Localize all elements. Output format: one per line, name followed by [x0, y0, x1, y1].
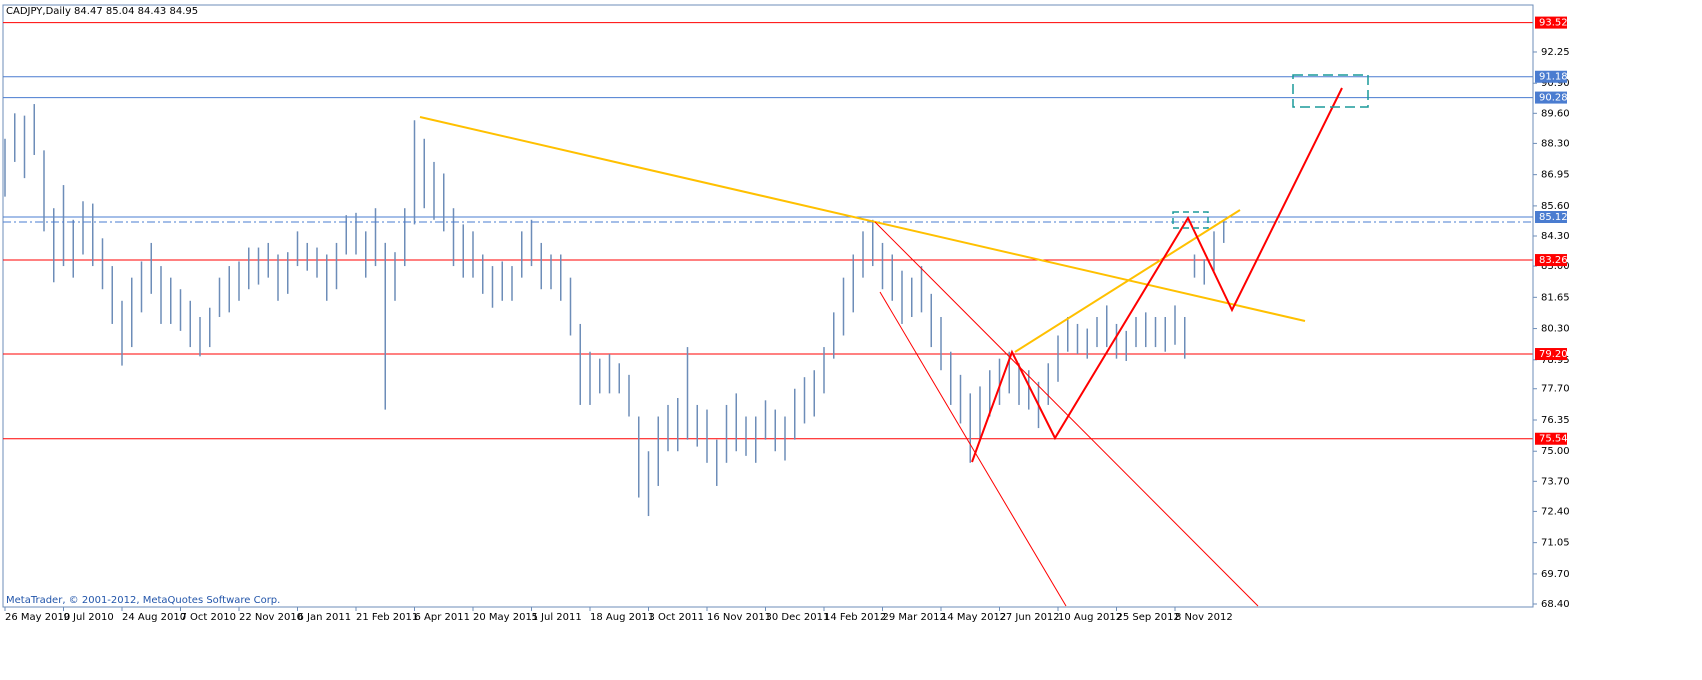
x-tick-label: 8 Nov 2012: [1175, 612, 1233, 623]
axis: 92.25 90.90 89.60 88.30 86.95 85.60 84.30 83.00…: [4, 5, 1570, 623]
x-tick-label: 10 Aug 2012: [1058, 612, 1122, 623]
trend-line: [1014, 209, 1241, 353]
level-tag: [1535, 70, 1567, 83]
x-tick-label: 27 Jun 2012: [1000, 612, 1060, 623]
y-tick-label: 78.95: [1541, 355, 1570, 366]
x-tick-label: 3 Oct 2011: [649, 612, 704, 623]
level-label: 79.20: [1539, 349, 1568, 360]
x-tick-label: 9 Jul 2010: [64, 612, 114, 623]
y-tick-label: 71.05: [1541, 538, 1570, 549]
level-label: 75.54: [1539, 434, 1568, 445]
x-tick-label: 7 Oct 2010: [181, 612, 236, 623]
level-label: 90.28: [1539, 93, 1568, 104]
level-tag: [1535, 254, 1567, 267]
y-tick-label: 83.00: [1541, 261, 1570, 272]
level-tag: [1535, 91, 1567, 104]
x-tick-label: 26 May 2010: [5, 612, 70, 623]
x-tick-label: 5 Jul 2011: [532, 612, 582, 623]
level-label: 91.18: [1539, 72, 1568, 83]
x-tick-label: 6 Jan 2011: [298, 612, 352, 623]
trend-line: [419, 116, 1306, 322]
x-tick-label: 22 Nov 2010: [239, 612, 303, 623]
y-tick-label: 68.40: [1541, 599, 1570, 610]
y-tick-label: 75.00: [1541, 446, 1570, 457]
y-tick-label: 89.60: [1541, 108, 1570, 119]
level-tag: [1535, 432, 1567, 445]
level-tag: [1535, 16, 1567, 29]
x-tick-label: 14 Feb 2012: [824, 612, 886, 623]
level-tag: [1535, 348, 1567, 361]
x-tick-label: 20 May 2011: [473, 612, 538, 623]
y-tick-label: 88.30: [1541, 138, 1570, 149]
y-tick-label: 92.25: [1541, 47, 1570, 58]
channel-line: [874, 221, 1259, 607]
footer: MetaTrader, © 2001-2012, MetaQuotes Soft…: [6, 595, 280, 606]
x-tick-label: 16 Nov 2011: [707, 612, 771, 623]
y-tick-label: 81.65: [1541, 292, 1570, 303]
x-tick-label: 18 Aug 2011: [590, 612, 654, 623]
level-label: 93.52: [1539, 18, 1568, 29]
y-tick-label: 85.60: [1541, 201, 1570, 212]
y-tick-label: 84.30: [1541, 231, 1570, 242]
y-tick-label: 69.70: [1541, 569, 1570, 580]
x-tick-label: 25 Sep 2012: [1117, 612, 1180, 623]
level-label: 85.12: [1539, 212, 1568, 223]
target-box: [1172, 211, 1209, 229]
x-tick-label: 6 Apr 2011: [415, 612, 470, 623]
bars: [4, 104, 1225, 517]
y-tick-label: 76.35: [1541, 415, 1570, 426]
x-tick-label: 24 Aug 2010: [122, 612, 186, 623]
level-label: 83.26: [1539, 255, 1568, 266]
plot-frame: [2, 4, 1534, 608]
chart-title: CADJPY,Daily 84.47 85.04 84.43 84.95: [6, 6, 198, 17]
y-tick-label: 73.70: [1541, 476, 1570, 487]
level-tag: [1535, 211, 1567, 224]
y-tick-label: 80.30: [1541, 324, 1570, 335]
y-tick-label: 77.70: [1541, 384, 1570, 395]
x-tick-label: 30 Dec 2011: [766, 612, 830, 623]
x-tick-label: 14 May 2012: [941, 612, 1006, 623]
target-box: [1292, 74, 1369, 108]
drawings: [3, 74, 1533, 607]
y-tick-label: 72.40: [1541, 506, 1570, 517]
y-tick-label: 86.95: [1541, 170, 1570, 181]
y-tick-label: 90.90: [1541, 78, 1570, 89]
channel-line: [879, 291, 1067, 607]
zigzag-projection: [971, 87, 1343, 463]
x-tick-label: 21 Feb 2011: [356, 612, 418, 623]
x-tick-label: 29 Mar 2012: [883, 612, 946, 623]
